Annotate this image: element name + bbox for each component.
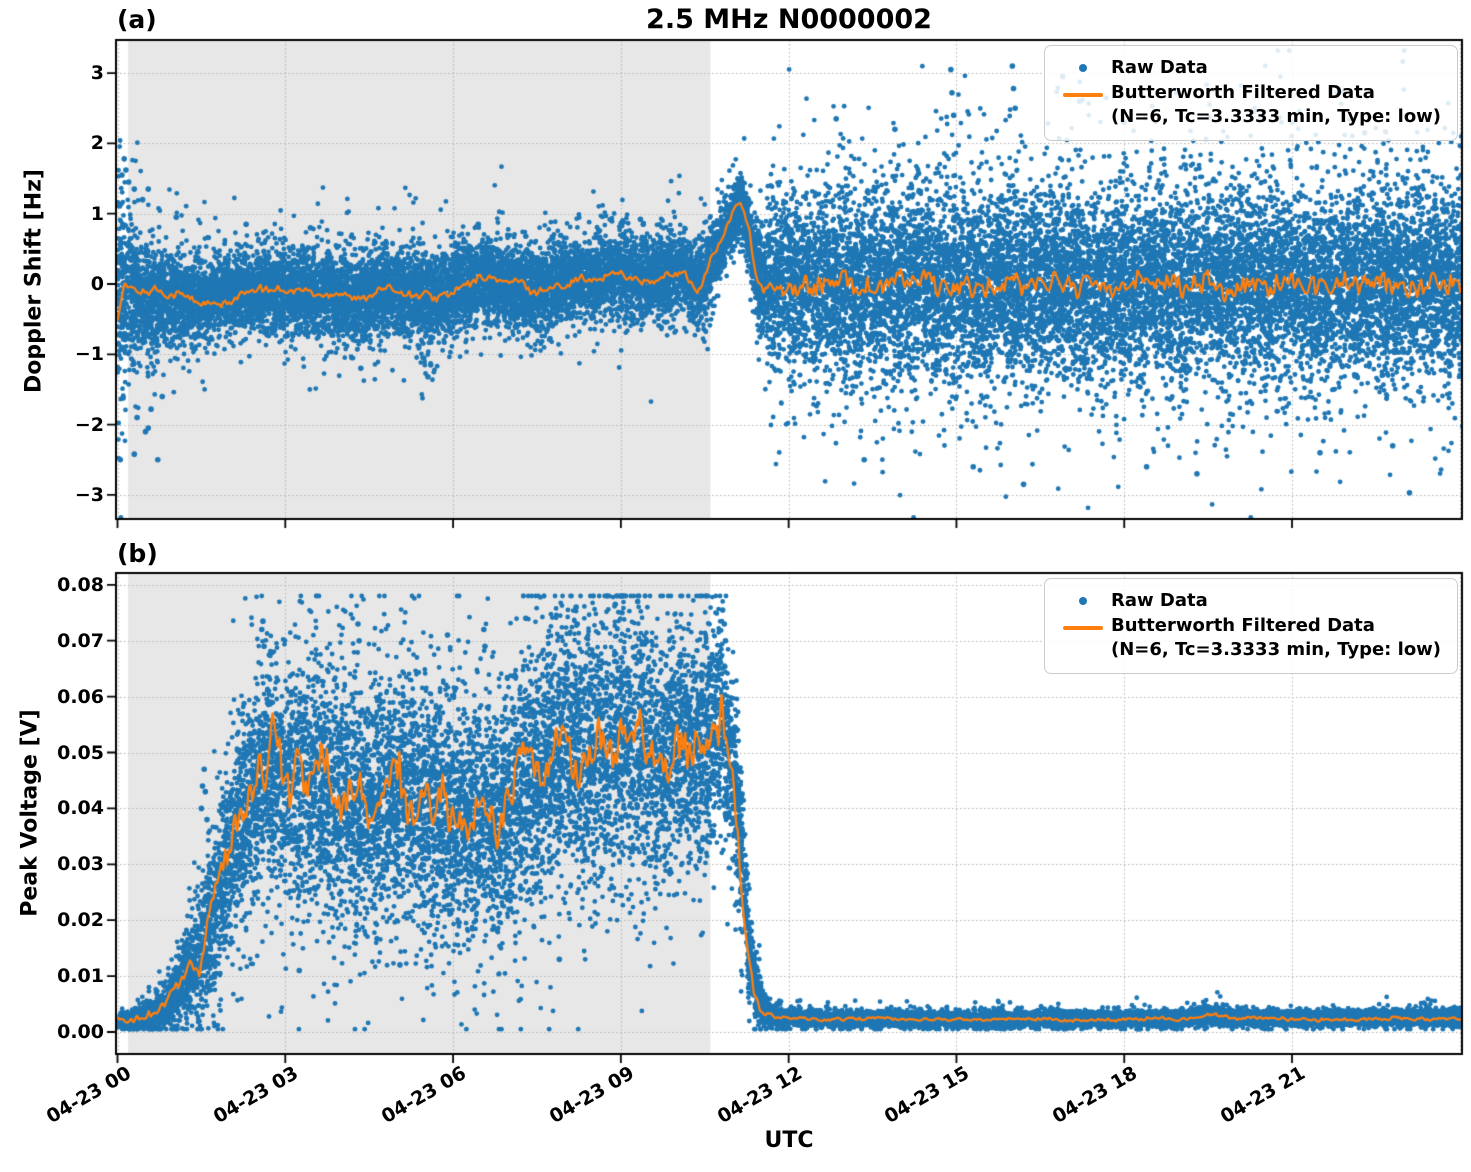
y-tick-label: 2	[90, 132, 104, 155]
legend-panel-a: Raw Data Butterworth Filtered Data (N=6,…	[1044, 45, 1458, 142]
y-tick-label: 0.02	[57, 909, 104, 932]
y-tick-label: 1	[90, 202, 104, 225]
y-tick-label: 0.05	[57, 741, 104, 764]
legend-filtered-label: Butterworth Filtered Data (N=6, Tc=3.333…	[1111, 81, 1447, 128]
raw-data-dot-icon	[1055, 589, 1111, 605]
legend-filtered-label: Butterworth Filtered Data (N=6, Tc=3.333…	[1111, 614, 1447, 661]
panel-a-label: (a)	[117, 5, 157, 34]
y-tick-label: 0.04	[57, 797, 104, 820]
y-tick-label: 0.00	[57, 1021, 104, 1043]
legend-row-raw: Raw Data	[1055, 56, 1447, 79]
legend-filtered-label-line1: Butterworth Filtered Data	[1111, 82, 1375, 104]
legend-row-filtered: Butterworth Filtered Data (N=6, Tc=3.333…	[1055, 614, 1447, 661]
legend-raw-label: Raw Data	[1111, 590, 1208, 611]
panel-b-label: (b)	[117, 539, 158, 568]
y-tick-label: 0.01	[57, 965, 104, 988]
legend-filtered-label-line2: (N=6, Tc=3.3333 min, Type: low)	[1111, 638, 1442, 660]
y-tick-label: 0.06	[57, 685, 104, 708]
y-tick-label: −3	[74, 483, 104, 506]
y-tick-label: 0.08	[57, 573, 104, 596]
x-axis-label-utc: UTC	[764, 1128, 814, 1153]
filtered-line-icon	[1055, 81, 1111, 98]
legend-panel-b: Raw Data Butterworth Filtered Data (N=6,…	[1044, 578, 1458, 675]
legend-filtered-label-line2: (N=6, Tc=3.3333 min, Type: low)	[1111, 105, 1442, 127]
y-tick-label: −2	[74, 413, 104, 436]
legend-filtered-label-line1: Butterworth Filtered Data	[1111, 615, 1375, 637]
y-tick-label: 3	[90, 62, 104, 85]
y-tick-label: 0.07	[57, 629, 104, 652]
y-tick-label: −1	[74, 343, 104, 366]
y-tick-label: 0	[90, 273, 104, 295]
figure-title: 2.5 MHz N0000002	[646, 4, 932, 35]
legend-row-filtered: Butterworth Filtered Data (N=6, Tc=3.333…	[1055, 81, 1447, 128]
filtered-line-icon	[1055, 614, 1111, 631]
raw-data-dot-icon	[1055, 56, 1111, 72]
legend-row-raw: Raw Data	[1055, 589, 1447, 612]
legend-raw-label: Raw Data	[1111, 57, 1208, 78]
y-tick-label: 0.03	[57, 853, 104, 876]
